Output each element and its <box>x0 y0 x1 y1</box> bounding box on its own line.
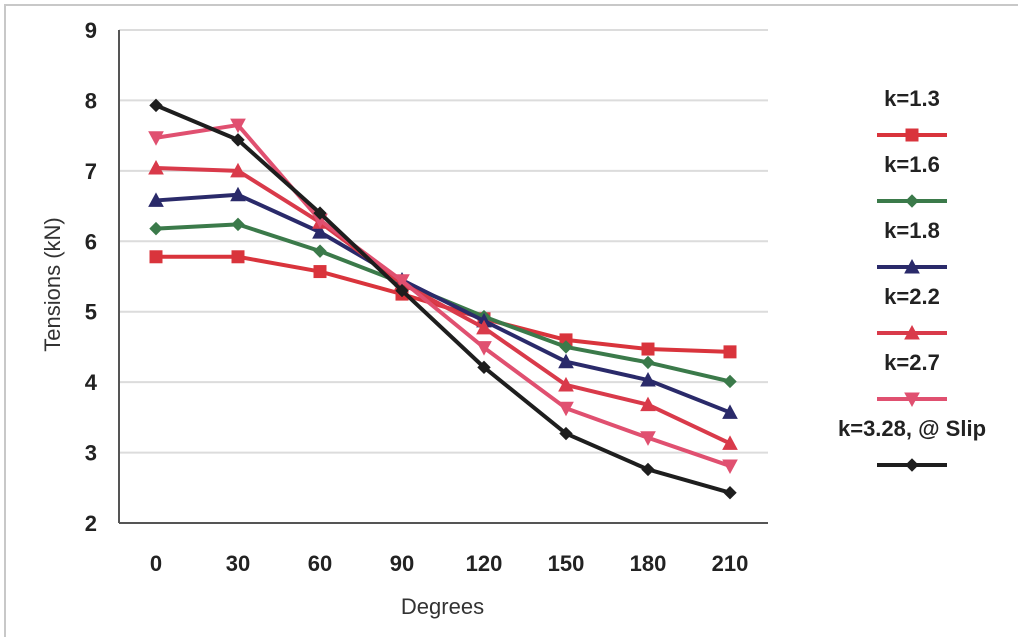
data-point <box>559 426 573 441</box>
legend-marker <box>904 324 920 340</box>
legend-label: k=1.3 <box>884 86 940 111</box>
data-point <box>231 250 245 264</box>
data-point <box>395 283 409 298</box>
data-point <box>313 265 327 279</box>
data-point <box>722 459 738 475</box>
data-point <box>641 342 655 356</box>
data-point <box>640 396 656 412</box>
data-point <box>149 250 163 264</box>
data-point <box>723 345 737 359</box>
legend-marker <box>904 258 920 274</box>
data-point <box>230 118 246 134</box>
y-tick-label: 6 <box>85 229 97 254</box>
series-line <box>155 166 731 446</box>
data-point <box>230 186 246 202</box>
legend: k=1.3 k=1.6 k=1.8 k=2.2 k=2.7 k=3.28, @ Slip <box>838 86 986 472</box>
y-tick-label: 2 <box>85 511 97 536</box>
y-tick-label: 5 <box>85 300 97 325</box>
x-tick-label: 150 <box>548 551 585 576</box>
series-lines <box>148 98 738 500</box>
data-point <box>313 244 327 258</box>
data-point <box>149 98 163 113</box>
y-tick-label: 3 <box>85 441 97 466</box>
series-line <box>155 103 731 495</box>
legend-label: k=1.8 <box>884 218 940 243</box>
y-tick-label: 8 <box>85 88 97 113</box>
data-point <box>476 319 492 335</box>
data-point <box>230 162 246 178</box>
legend-label: k=1.6 <box>884 152 940 177</box>
data-point <box>312 224 328 239</box>
data-point <box>231 217 245 232</box>
chart-frame: 2 3 4 5 6 7 8 9 0 30 60 90 120 150 180 210 k=1.3 k=1.6 k=… <box>4 4 1020 639</box>
data-point <box>640 431 656 446</box>
series-line <box>155 192 731 415</box>
data-point <box>723 486 737 500</box>
data-point <box>148 131 164 146</box>
data-point <box>148 159 164 175</box>
data-point <box>231 133 245 147</box>
y-tick-label: 7 <box>85 159 97 184</box>
data-point <box>722 404 738 419</box>
series-k=2.7 <box>148 118 738 475</box>
x-tick-label: 30 <box>226 551 250 576</box>
data-point <box>558 401 574 417</box>
legend-label: k=2.2 <box>884 284 940 309</box>
series-line <box>155 123 731 468</box>
legend-marker <box>905 194 919 208</box>
series-k=3.28, @ Slip <box>149 98 737 500</box>
legend-label: k=2.7 <box>884 350 940 375</box>
data-point <box>723 374 737 389</box>
data-point <box>149 221 163 236</box>
data-point <box>559 340 573 354</box>
legend-marker <box>904 392 920 408</box>
data-point <box>722 435 738 450</box>
data-point <box>313 206 327 220</box>
gridlines <box>119 29 768 454</box>
y-axis-title: Tensions (kN) <box>40 217 65 351</box>
legend-label: k=3.28, @ Slip <box>838 416 986 441</box>
data-point <box>477 360 491 375</box>
data-point <box>641 355 655 370</box>
data-point <box>476 341 492 356</box>
data-point <box>640 371 656 387</box>
legend-marker <box>905 458 919 472</box>
x-tick-label: 120 <box>466 551 503 576</box>
data-point <box>148 192 164 207</box>
x-tick-label: 60 <box>308 551 332 576</box>
x-tick-label: 90 <box>390 551 414 576</box>
y-tick-label: 9 <box>85 18 97 43</box>
x-tick-label: 180 <box>630 551 667 576</box>
x-tick-label: 210 <box>712 551 749 576</box>
data-point <box>641 462 655 477</box>
data-point <box>558 353 574 369</box>
x-axis-title: Degrees <box>401 594 484 619</box>
y-tick-label: 4 <box>85 370 98 395</box>
legend-marker <box>905 128 919 142</box>
data-point <box>394 274 410 289</box>
data-point <box>558 376 574 392</box>
x-tick-label: 0 <box>150 551 162 576</box>
